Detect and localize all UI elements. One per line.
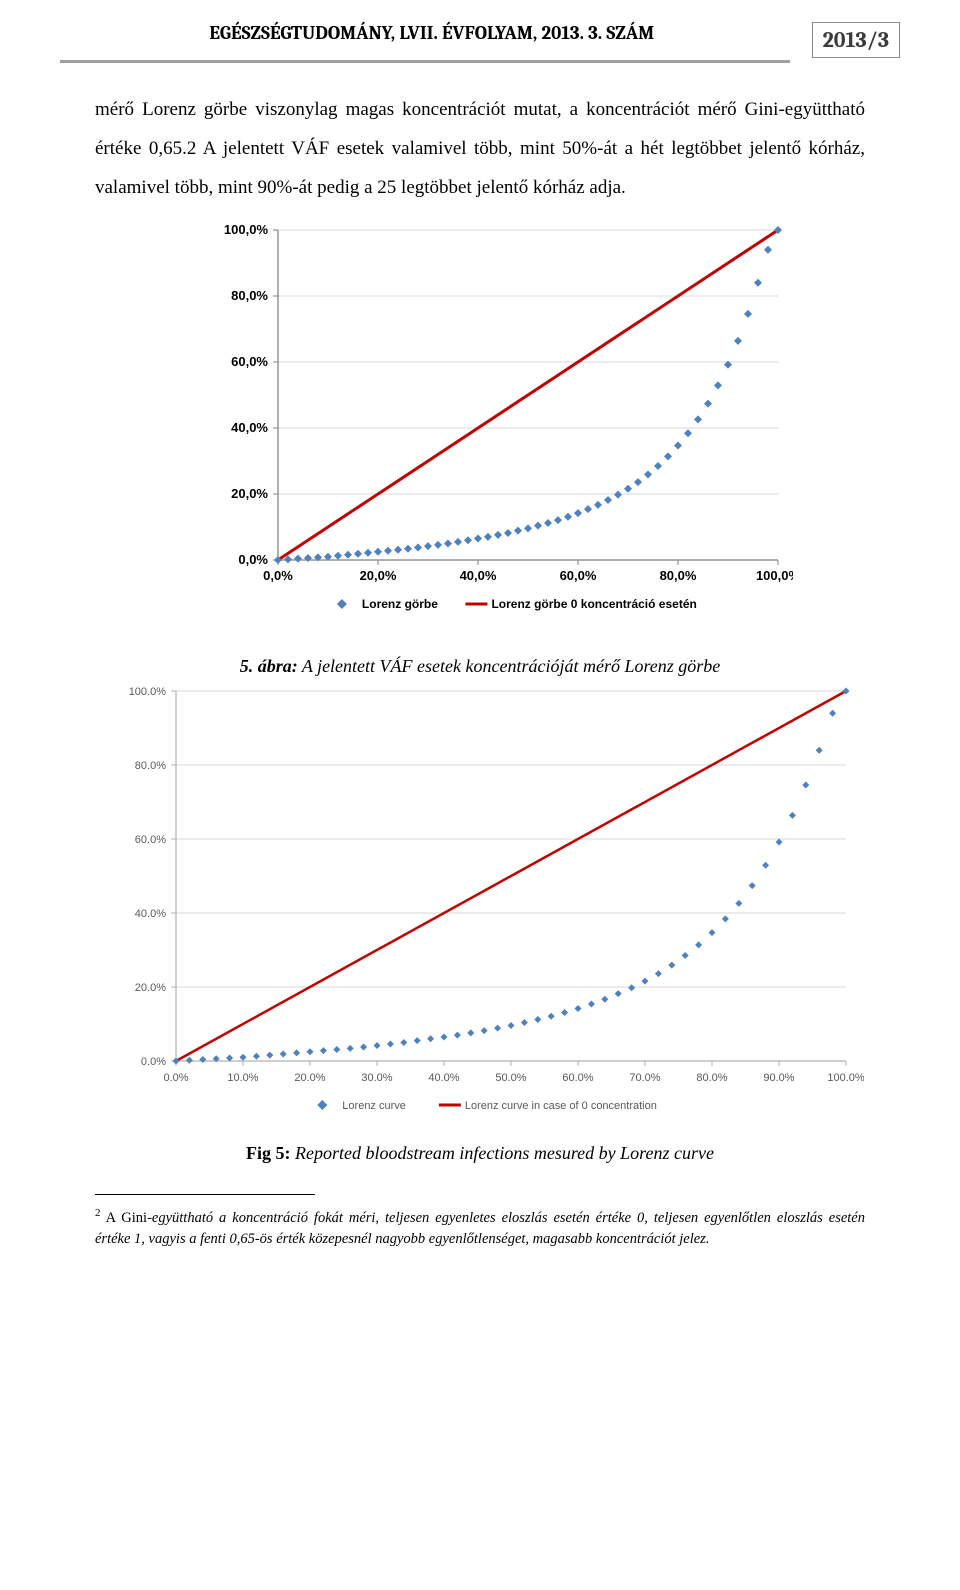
chart2-caption-rest: Reported bloodstream infections mesured … [291, 1143, 714, 1163]
chart1-caption: 5. ábra: A jelentett VÁF esetek koncentr… [0, 648, 960, 677]
svg-text:80,0%: 80,0% [231, 288, 268, 303]
svg-text:70.0%: 70.0% [629, 1072, 660, 1084]
svg-text:60,0%: 60,0% [231, 354, 268, 369]
svg-text:Lorenz görbe: Lorenz görbe [361, 597, 437, 611]
chart1-caption-bold: 5. ábra: [240, 656, 298, 676]
page-header: EGÉSZSÉGTUDOMÁNY, LVII. ÉVFOLYAM, 2013. … [0, 0, 960, 63]
svg-text:40.0%: 40.0% [428, 1072, 459, 1084]
svg-text:80.0%: 80.0% [135, 760, 166, 772]
chart2-svg: 0.0% 20.0% 40.0% 60.0% 80.0% 100.0% 0.0% 10.0% 2… [96, 681, 864, 1141]
svg-text:80.0%: 80.0% [696, 1072, 727, 1084]
svg-text:40.0%: 40.0% [135, 908, 166, 920]
svg-text:20.0%: 20.0% [135, 982, 166, 994]
footnote: 2 A Gini-együttható a koncentráció fokát… [0, 1195, 960, 1251]
svg-text:20.0%: 20.0% [294, 1072, 325, 1084]
svg-text:0,0%: 0,0% [238, 552, 268, 567]
svg-text:60.0%: 60.0% [135, 834, 166, 846]
chart1-container: 0,0% 20,0% 40,0% 60,0% 80,0% 100,0% 0,0% 20,0% 4… [0, 208, 960, 648]
footnote-rest: -együttható a koncentráció fokát méri, t… [95, 1210, 865, 1248]
svg-text:100,0%: 100,0% [755, 568, 792, 583]
intro-paragraph: mérő Lorenz görbe viszonylag magas konce… [0, 63, 960, 208]
svg-text:100.0%: 100.0% [129, 686, 167, 698]
header-title: EGÉSZSÉGTUDOMÁNY, LVII. ÉVFOLYAM, 2013. … [60, 22, 804, 58]
svg-text:0.0%: 0.0% [141, 1056, 166, 1068]
svg-text:Lorenz görbe 0 koncentráció es: Lorenz görbe 0 koncentráció esetén [491, 597, 696, 611]
svg-text:90.0%: 90.0% [763, 1072, 794, 1084]
svg-text:100,0%: 100,0% [223, 222, 268, 237]
chart2-caption-bold: Fig 5: [246, 1143, 291, 1163]
header-badge: 2013/3 [812, 22, 900, 58]
chart2-caption: Fig 5: Reported bloodstream infections m… [0, 1141, 960, 1164]
svg-text:30.0%: 30.0% [361, 1072, 392, 1084]
svg-text:60,0%: 60,0% [559, 568, 596, 583]
svg-text:80,0%: 80,0% [659, 568, 696, 583]
svg-text:100.0%: 100.0% [827, 1072, 864, 1084]
svg-text:40,0%: 40,0% [459, 568, 496, 583]
chart1-caption-rest: A jelentett VÁF esetek koncentrációját m… [298, 656, 721, 676]
svg-text:50.0%: 50.0% [495, 1072, 526, 1084]
chart2-container: 0.0% 20.0% 40.0% 60.0% 80.0% 100.0% 0.0% 10.0% 2… [0, 677, 960, 1141]
svg-text:10.0%: 10.0% [227, 1072, 258, 1084]
svg-text:Lorenz curve: Lorenz curve [342, 1100, 406, 1112]
footnote-lead: A Gini [101, 1210, 148, 1226]
svg-text:0.0%: 0.0% [163, 1072, 188, 1084]
svg-text:60.0%: 60.0% [562, 1072, 593, 1084]
svg-text:40,0%: 40,0% [231, 420, 268, 435]
chart1-svg: 0,0% 20,0% 40,0% 60,0% 80,0% 100,0% 0,0% 20,0% 4… [168, 218, 793, 648]
svg-text:20,0%: 20,0% [359, 568, 396, 583]
svg-text:20,0%: 20,0% [231, 486, 268, 501]
svg-text:Lorenz curve in case of 0 conc: Lorenz curve in case of 0 concentration [465, 1100, 657, 1112]
svg-text:0,0%: 0,0% [263, 568, 293, 583]
